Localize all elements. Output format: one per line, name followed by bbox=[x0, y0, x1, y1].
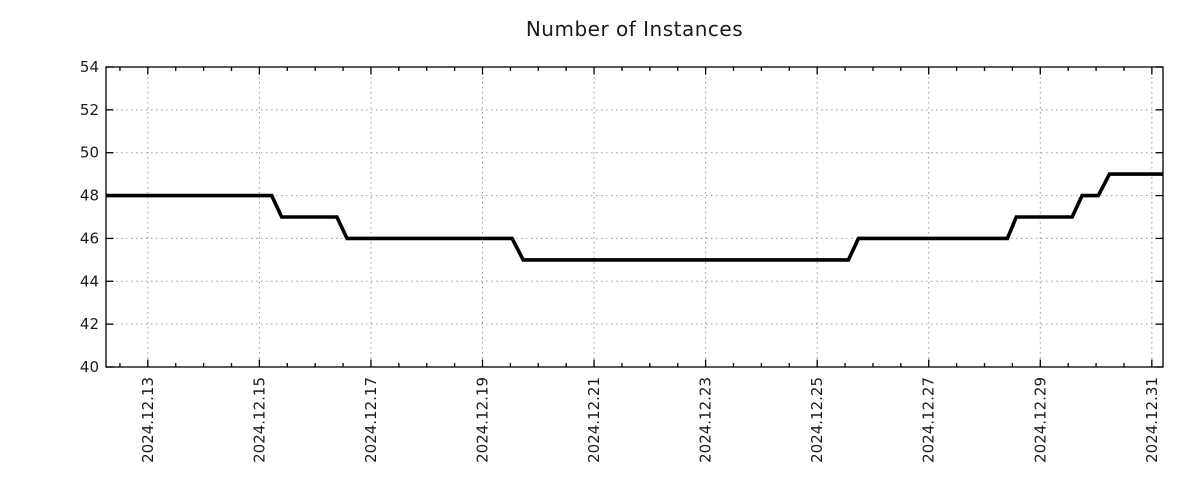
x-tick-label: 2024.12.19 bbox=[474, 377, 492, 463]
x-tick-labels: 2024.12.13 2024.12.15 2024.12.17 2024.12.19… bbox=[139, 377, 1161, 463]
x-tick-label: 2024.12.15 bbox=[250, 377, 268, 463]
x-tick-label: 2024.12.21 bbox=[585, 377, 603, 463]
y-tick-label: 42 bbox=[80, 315, 99, 333]
y-tick-label: 52 bbox=[80, 101, 99, 119]
y-tick-label: 50 bbox=[80, 144, 99, 162]
gridlines bbox=[106, 67, 1163, 367]
y-tick-label: 48 bbox=[80, 187, 99, 205]
data-line-instances bbox=[106, 172, 1163, 262]
chart-title: Number of Instances bbox=[525, 17, 744, 41]
y-tick-label: 40 bbox=[80, 358, 99, 376]
axis-ticks bbox=[106, 66, 1163, 368]
plot-border bbox=[105, 66, 1164, 368]
x-tick-label: 2024.12.31 bbox=[1143, 377, 1161, 463]
y-tick-labels: 40 42 44 46 48 50 52 54 bbox=[80, 58, 99, 376]
x-tick-label: 2024.12.27 bbox=[920, 377, 938, 463]
x-tick-label: 2024.12.13 bbox=[139, 377, 157, 463]
x-tick-label: 2024.12.17 bbox=[362, 377, 380, 463]
x-tick-label: 2024.12.25 bbox=[808, 377, 826, 463]
y-tick-label: 46 bbox=[80, 229, 99, 247]
y-tick-label: 54 bbox=[80, 58, 99, 76]
x-tick-label: 2024.12.29 bbox=[1031, 377, 1049, 463]
y-tick-label: 44 bbox=[80, 272, 99, 290]
x-tick-label: 2024.12.23 bbox=[697, 377, 715, 463]
